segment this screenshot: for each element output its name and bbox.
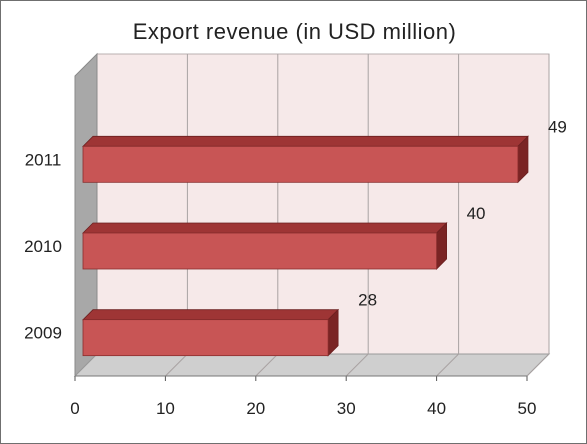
bar	[82, 319, 329, 357]
labels: 0 10 20 30 40 50 2009 28 2010 40 2011 49	[24, 117, 567, 418]
x-tick-label: 20	[246, 399, 265, 418]
bar	[82, 232, 438, 270]
data-label: 49	[548, 117, 567, 136]
data-label: 40	[467, 204, 486, 223]
y-tick-label: 2010	[24, 237, 62, 256]
x-tick-label: 40	[427, 399, 446, 418]
bar-top	[82, 135, 529, 147]
x-tick-label: 10	[156, 399, 175, 418]
bar-top	[82, 309, 340, 321]
bar	[82, 145, 519, 183]
x-tick-label: 0	[70, 399, 79, 418]
chart-walls	[73, 52, 551, 378]
x-tick-label: 30	[337, 399, 356, 418]
floor-grid-line	[255, 353, 279, 377]
data-label: 28	[358, 291, 377, 310]
y-tick-label: 2009	[24, 324, 62, 343]
floor-grid-line	[345, 353, 369, 377]
x-tick-label: 50	[518, 399, 537, 418]
y-tick-label: 2011	[25, 150, 62, 169]
floor	[73, 353, 551, 377]
chart-title: Export revenue (in USD million)	[132, 19, 457, 44]
bar-top	[82, 222, 448, 234]
back-wall	[96, 53, 550, 355]
floor-grid-line	[436, 353, 459, 377]
floor-grid-line	[526, 353, 550, 377]
bars	[82, 135, 529, 357]
floor-grid-line	[165, 353, 188, 377]
grid-lines	[74, 54, 550, 381]
